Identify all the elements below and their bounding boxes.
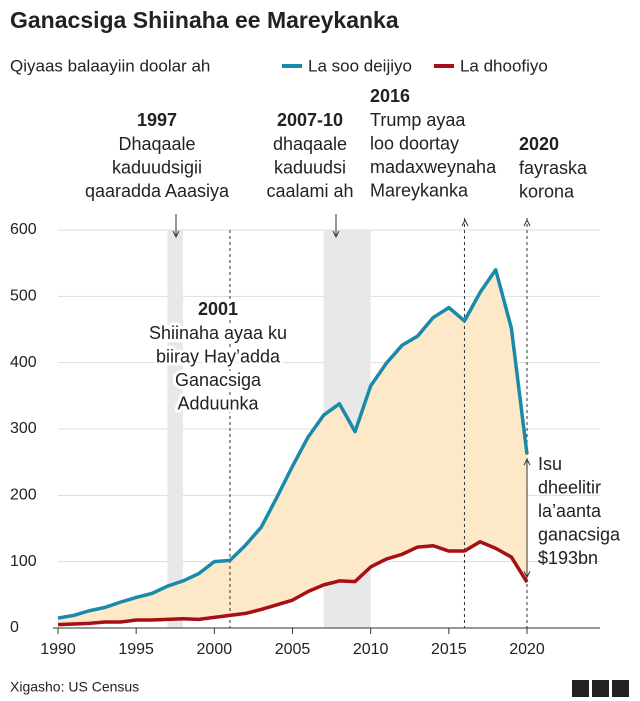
annotation-text: ganacsiga [538,524,621,544]
x-tick-label: 1990 [40,641,76,658]
annotation-text: Trump ayaa [370,110,466,130]
annotation-text: Ganacsiga [175,370,262,390]
logo-box [612,680,629,697]
source: Xigasho: US Census [10,679,139,695]
annotation-text: madaxweynaha [370,157,497,177]
shaded-period [167,230,184,628]
logo-box [592,680,609,697]
annotation-heading: 2016 [370,86,410,106]
legend-label: La dhoofiyo [460,56,548,75]
annotation-text: qaaradda Aaasiya [85,181,230,201]
annotation-text: la’aanta [538,501,602,521]
gap-area [58,269,527,625]
annotation-text: loo doortay [370,133,459,153]
annotation-text: Adduunka [177,393,259,413]
annotation-text: fayraska [519,158,588,178]
x-tick-label: 2000 [197,641,233,658]
x-tick-label: 2005 [275,641,311,658]
annotation-text: dhaqaale [273,134,347,154]
annotation-heading: 1997 [137,110,177,130]
annotation-text: caalami ah [266,181,353,201]
chart-title: Ganacsiga Shiinaha ee Mareykanka [10,7,399,33]
annotation-heading: 2020 [519,134,559,154]
annotation-text: $193bn [538,548,598,568]
annotation-heading: 2001 [198,299,238,319]
annotation-text: korona [519,181,575,201]
y-tick-label: 0 [10,619,19,636]
series-line [57,268,529,620]
x-tick-label: 1995 [118,641,154,658]
arrow-head [461,218,469,227]
annotation-text: biiray Hay’adda [156,346,281,366]
arrow-head [332,230,340,239]
logo-box [572,680,589,697]
annotation-text: Dhaqaale [118,134,195,154]
annotation-text: Mareykanka [370,180,469,200]
y-tick-label: 600 [10,221,37,238]
arrow-head [172,230,180,239]
y-tick-label: 200 [10,487,37,504]
y-tick-label: 300 [10,420,37,437]
x-tick-label: 2020 [509,641,545,658]
annotation-heading: 2007-10 [277,110,343,130]
annotation-text: kaduudsigii [112,157,202,177]
annotation-text: kaduudsi [274,157,346,177]
arrow-head [523,571,531,579]
y-tick-label: 400 [10,354,37,371]
logo: BBC [576,681,632,696]
annotation-text: Isu [538,454,562,474]
annotation-text: Shiinaha ayaa ku [149,323,287,343]
x-tick-label: 2010 [353,641,389,658]
subtitle: Qiyaas balaayiin doolar ah [10,56,210,75]
y-tick-label: 500 [10,288,37,305]
series-line [57,540,529,627]
arrow-head [523,458,531,466]
arrow-head [523,218,531,227]
annotation-text: dheelitir [538,477,601,497]
legend-label: La soo deijiyo [308,56,412,75]
x-tick-label: 2015 [431,641,467,658]
y-tick-label: 100 [10,553,37,570]
